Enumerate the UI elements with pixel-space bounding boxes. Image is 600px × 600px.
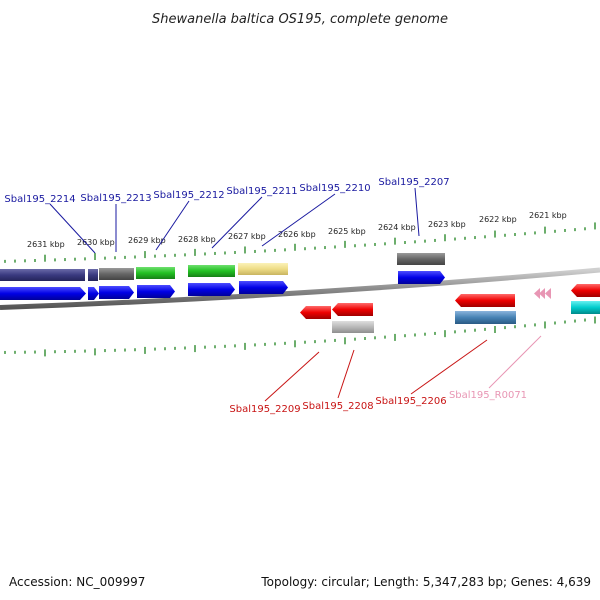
gene-arrow[interactable] — [398, 271, 445, 284]
gene-track-top-outer — [0, 253, 445, 281]
gene-feature[interactable] — [188, 265, 235, 277]
scale-label: 2631 kbp — [27, 240, 65, 249]
gene-arrow[interactable] — [239, 281, 288, 294]
gene-label-sbal195-2206[interactable]: Sbal195_2206 — [375, 396, 446, 407]
gene-track-top-inner — [0, 271, 445, 300]
scale-label: 2624 kbp — [378, 223, 416, 232]
gene-arrow[interactable] — [300, 306, 331, 319]
gene-label-sbal195-2214[interactable]: Sbal195_2214 — [4, 194, 75, 205]
gene-label-sbal195-2209[interactable]: Sbal195_2209 — [229, 404, 300, 415]
gene-feature[interactable] — [455, 311, 516, 324]
genome-backbone — [0, 267, 600, 310]
scale-label: 2621 kbp — [529, 211, 567, 220]
outer-scale-ticks — [4, 222, 596, 263]
gene-feature[interactable] — [88, 269, 98, 281]
rna-feature[interactable] — [534, 288, 540, 299]
gene-track-bottom — [300, 284, 600, 333]
bottom-gene-labels: Sbal195_2209 Sbal195_2208 Sbal195_2206 S… — [229, 390, 527, 415]
scale-label: 2625 kbp — [328, 227, 366, 236]
gene-arrow[interactable] — [188, 283, 235, 296]
gene-label-sbal195-2211[interactable]: Sbal195_2211 — [226, 186, 297, 197]
gene-feature[interactable] — [0, 269, 85, 281]
gene-feature[interactable] — [571, 301, 600, 314]
gene-label-sbal195-2207[interactable]: Sbal195_2207 — [378, 177, 449, 188]
bottom-callout-lines — [264, 335, 542, 402]
gene-arrow[interactable] — [137, 285, 175, 298]
gene-feature[interactable] — [136, 267, 175, 279]
map-title: Shewanella baltica OS195, complete genom… — [152, 12, 448, 27]
gene-label-sbal195-2213[interactable]: Sbal195_2213 — [80, 193, 151, 204]
top-gene-labels: Sbal195_2214 Sbal195_2213 Sbal195_2212 S… — [4, 177, 449, 205]
gene-arrow[interactable] — [99, 286, 134, 299]
gene-arrow[interactable] — [571, 284, 600, 297]
gene-feature[interactable] — [332, 321, 374, 333]
gene-feature[interactable] — [238, 263, 288, 275]
inner-scale-ticks — [4, 316, 596, 357]
gene-arrow[interactable] — [455, 294, 515, 307]
accession-text: Accession: NC_009997 — [9, 575, 145, 589]
scale-label: 2629 kbp — [128, 236, 166, 245]
scale-label: 2628 kbp — [178, 235, 216, 244]
scale-labels: 2631 kbp 2630 kbp 2629 kbp 2628 kbp 2627… — [27, 211, 567, 249]
gene-feature[interactable] — [397, 253, 445, 265]
scale-label: 2627 kbp — [228, 232, 266, 241]
rna-feature[interactable] — [539, 288, 545, 299]
scale-label: 2630 kbp — [77, 238, 115, 247]
top-callout-lines — [49, 187, 420, 254]
genome-summary-text: Topology: circular; Length: 5,347,283 bp… — [260, 575, 591, 589]
gene-arrow[interactable] — [88, 287, 99, 300]
scale-label: 2622 kbp — [479, 215, 517, 224]
gene-feature[interactable] — [99, 268, 134, 280]
scale-label: 2626 kbp — [278, 230, 316, 239]
gene-label-sbal195-2212[interactable]: Sbal195_2212 — [153, 190, 224, 201]
scale-label: 2623 kbp — [428, 220, 466, 229]
gene-arrow[interactable] — [0, 287, 86, 300]
gene-arrow[interactable] — [332, 303, 373, 316]
gene-label-sbal195-r0071[interactable]: Sbal195_R0071 — [449, 390, 527, 401]
gene-label-sbal195-2210[interactable]: Sbal195_2210 — [299, 183, 370, 194]
gene-label-sbal195-2208[interactable]: Sbal195_2208 — [302, 401, 373, 412]
rna-feature[interactable] — [545, 288, 551, 299]
